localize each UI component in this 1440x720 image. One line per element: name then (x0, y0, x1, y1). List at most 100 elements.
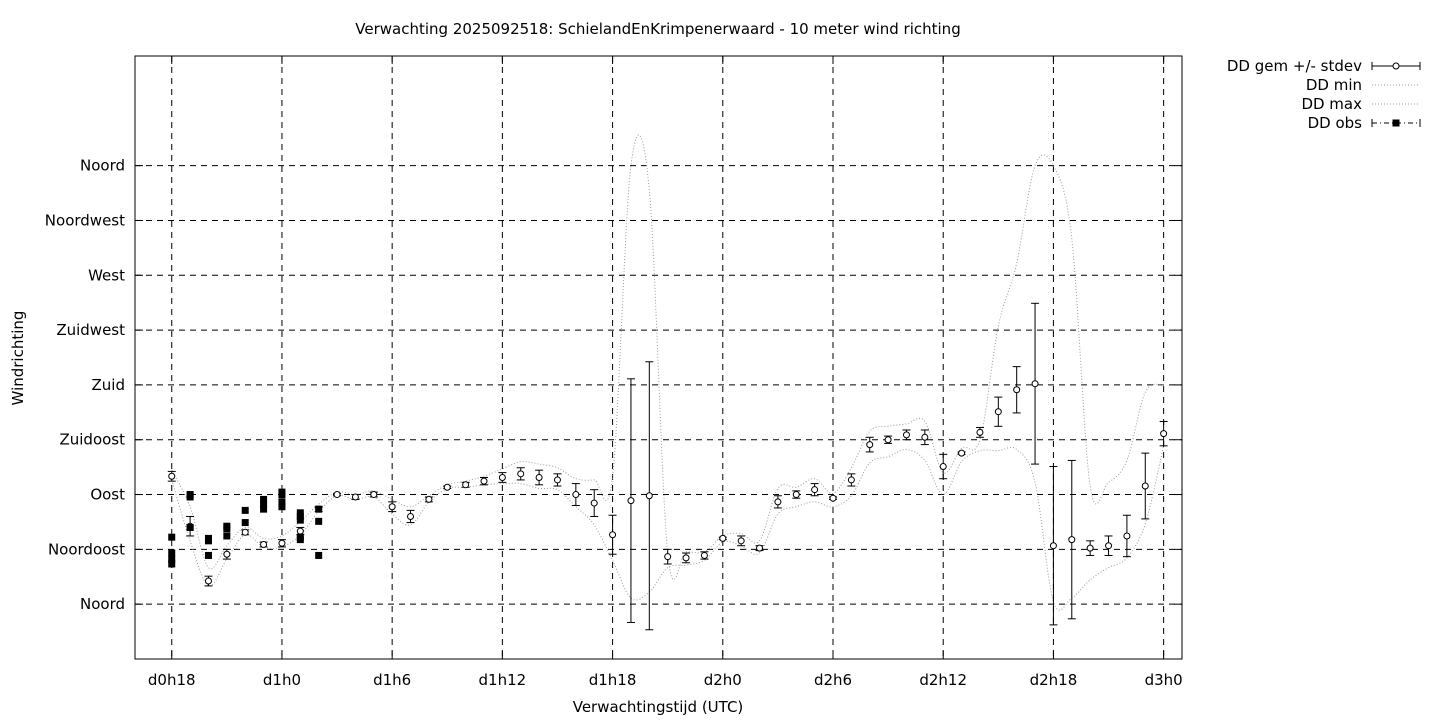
dd-gem-point (737, 535, 746, 547)
mean-marker (223, 550, 231, 558)
dd-obs-point (186, 523, 194, 531)
mean-marker (884, 436, 892, 444)
mean-marker (682, 554, 690, 562)
mean-marker (278, 539, 286, 547)
dd-obs-point (241, 519, 249, 527)
mean-marker (737, 537, 745, 545)
dd-gem-point (994, 396, 1003, 427)
dd-gem-point (1012, 366, 1021, 414)
dd-gem-point (167, 470, 176, 482)
mean-marker (1160, 430, 1168, 438)
dd-gem-point (296, 526, 305, 536)
mean-marker (480, 477, 488, 485)
mean-marker (462, 481, 470, 489)
dd-gem-point (939, 453, 948, 480)
dd-max-line (171, 134, 1164, 581)
mean-marker (1123, 532, 1131, 540)
mean-marker (664, 553, 672, 561)
mean-marker (921, 433, 929, 441)
dd-gem-point (590, 489, 599, 517)
dd-obs-point (223, 532, 231, 540)
x-tick-label: d1h12 (479, 671, 527, 689)
mean-marker (645, 492, 653, 500)
mean-marker (443, 483, 451, 491)
dd-gem-point (443, 483, 452, 491)
dd-gem-point (1031, 302, 1040, 465)
dd-gem-point (626, 378, 635, 623)
dd-gem-point (829, 494, 837, 502)
legend-label: DD gem +/- stdev (1227, 57, 1362, 75)
dd-obs-point (315, 551, 323, 559)
dd-gem-point (204, 575, 213, 587)
mean-marker (425, 495, 433, 503)
legend-entry: DD max (1301, 95, 1420, 113)
mean-marker (1031, 380, 1039, 388)
dd-gem-point (516, 467, 525, 481)
dd-obs-point (260, 505, 268, 513)
mean-marker (351, 493, 359, 501)
y-tick-label: Zuidwest (56, 321, 125, 339)
dd-gem-point (369, 491, 378, 499)
dd-obs-point (296, 516, 304, 524)
dd-obs-point (186, 491, 194, 499)
dd-gem-point (755, 544, 764, 552)
x-tick-label: d2h12 (919, 671, 967, 689)
legend-swatch-marker (1392, 62, 1400, 70)
grid-lines (135, 56, 1182, 659)
x-axis-ticks: d0h18 d1h0 d1h6 d1h12 d1h18 d2h0 d2h6 d2h12 d2h1… (148, 56, 1183, 689)
dd-obs-point (241, 506, 249, 514)
y-tick-label: Oost (90, 486, 125, 504)
dd-obs-point (296, 509, 304, 517)
mean-marker (756, 544, 764, 552)
mean-marker (774, 498, 782, 506)
mean-marker (1068, 536, 1076, 544)
x-axis-label: Verwachtingstijd (UTC) (573, 698, 744, 716)
y-tick-label: Noordwest (45, 211, 125, 229)
dd-gem-point (1159, 420, 1168, 447)
dd-gem-point (535, 469, 544, 486)
mean-marker (204, 577, 212, 585)
legend-label: DD min (1306, 76, 1362, 94)
dd-gem-point (1122, 514, 1131, 558)
dd-obs-point (168, 560, 176, 568)
mean-marker (902, 431, 910, 439)
x-tick-label: d1h18 (589, 671, 637, 689)
dd-obs-point (168, 549, 176, 557)
mean-marker (811, 486, 819, 494)
x-tick-label: d2h0 (704, 671, 742, 689)
dd-gem-point (957, 449, 966, 457)
dd-gem-point (682, 552, 691, 564)
mean-marker (498, 473, 506, 481)
dd-obs-point (315, 505, 323, 513)
legend-entry: DD min (1306, 76, 1420, 94)
mean-marker (866, 441, 874, 449)
dd-gem-point (351, 493, 360, 501)
x-tick-label: d1h6 (373, 671, 411, 689)
dd-gem-point (847, 473, 856, 487)
dd-obs-point (278, 503, 286, 511)
x-tick-label: d2h6 (814, 671, 852, 689)
mean-marker (241, 528, 249, 536)
legend-label: DD max (1301, 95, 1362, 113)
dd-obs-point (260, 495, 268, 503)
mean-marker (388, 503, 396, 511)
y-tick-label: Noordoost (48, 540, 125, 558)
dd-obs-point (168, 533, 176, 541)
y-axis-ticks: Noord Noordoost Oost Zuidoost Zuid Zuidwest We… (45, 157, 1182, 613)
mean-marker (590, 499, 598, 507)
mean-marker (168, 472, 176, 480)
y-tick-label: West (88, 266, 125, 284)
y-tick-label: Noord (80, 595, 125, 613)
mean-marker (976, 428, 984, 436)
x-tick-label: d1h0 (263, 671, 301, 689)
mean-marker (958, 449, 966, 457)
dd-gem-point (1104, 535, 1113, 556)
x-tick-label: d0h18 (148, 671, 196, 689)
mean-marker (572, 491, 580, 499)
observation-series (168, 488, 323, 568)
dd-gem-point (663, 548, 672, 565)
dd-obs-point (204, 551, 212, 559)
dd-obs-point (315, 517, 323, 525)
dd-gem-point (241, 528, 250, 536)
